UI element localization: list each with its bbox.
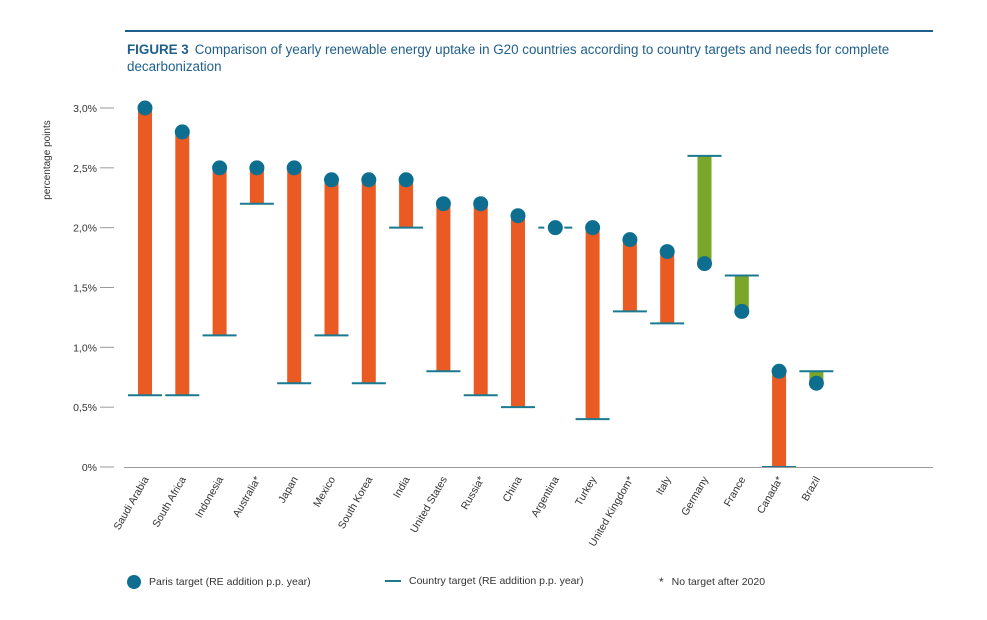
x-tick-label: India — [391, 474, 413, 500]
legend-item-note: * No target after 2020 — [659, 575, 765, 589]
x-tick-label: South Africa — [150, 474, 189, 529]
paris-target-dot — [547, 220, 563, 236]
paris-target-dot — [435, 196, 451, 212]
paris-target-dot — [398, 172, 414, 188]
y-axis-label: percentage points — [42, 120, 53, 200]
x-tick-label: Germany — [679, 474, 711, 518]
x-tick-label: Brazil — [799, 475, 823, 504]
y-axis: 0% 0,5% 1,0% 1,5% 2,0% 2,5% 3,0% — [73, 103, 114, 474]
paris-target-dot — [659, 244, 675, 260]
gap-bar — [772, 371, 787, 467]
plot-area — [128, 100, 834, 468]
x-tick-label: Mexico — [311, 474, 338, 509]
gap-bar — [436, 203, 451, 372]
gap-bar — [324, 179, 339, 336]
gap-bar — [734, 275, 749, 312]
paris-target-dot — [510, 208, 526, 224]
x-tick-label: United States — [408, 475, 450, 536]
y-tick-label: 0% — [82, 462, 97, 474]
y-tick-label: 1,5% — [73, 283, 97, 295]
paris-target-dot — [808, 375, 824, 391]
x-tick-label: Turkey — [573, 474, 600, 508]
x-tick-label: France — [722, 474, 749, 508]
x-tick-label: Japan — [276, 474, 301, 505]
x-tick-label: Australia* — [231, 475, 264, 520]
paris-target-dot — [697, 256, 712, 272]
paris-target-dot — [249, 160, 265, 176]
gap-bar — [473, 203, 488, 396]
country-line-icon — [385, 580, 401, 582]
paris-target-dot — [585, 220, 601, 236]
y-tick-label: 1,0% — [73, 342, 97, 354]
paris-target-dot — [734, 303, 750, 319]
title-rule — [125, 30, 933, 32]
gap-bar — [511, 215, 525, 408]
figure-title-text: Comparison of yearly renewable energy up… — [127, 42, 890, 74]
paris-target-dot — [212, 160, 228, 176]
gap-bar — [361, 179, 376, 384]
asterisk-icon: * — [659, 575, 664, 589]
x-tick-label: Russia* — [459, 475, 487, 512]
paris-target-dot — [771, 363, 787, 379]
y-tick-label: 2,5% — [73, 163, 97, 175]
gap-bar — [138, 108, 152, 396]
x-tick-label: Canada* — [755, 475, 786, 516]
x-tick-label: South Korea — [336, 474, 376, 531]
y-tick-label: 0,5% — [73, 402, 97, 414]
y-tick-label: 3,0% — [73, 103, 97, 115]
x-tick-label: Saudi Arabia — [111, 474, 151, 532]
legend-country-label: Country target (RE addition p.p. year) — [409, 575, 584, 587]
paris-target-dot — [324, 172, 339, 188]
legend-item-paris: Paris target (RE addition p.p. year) — [127, 575, 311, 589]
paris-target-dot — [286, 160, 302, 176]
gap-bar — [622, 239, 637, 312]
paris-target-dot — [174, 124, 190, 140]
figure-label: FIGURE 3 — [127, 42, 189, 57]
legend-item-country: Country target (RE addition p.p. year) — [385, 575, 584, 587]
figure-title: FIGURE 3 Comparison of yearly renewable e… — [127, 41, 907, 75]
paris-target-dot — [361, 172, 377, 188]
y-tick-label: 2,0% — [73, 223, 97, 235]
legend-note-label: No target after 2020 — [671, 576, 766, 588]
gap-bar — [585, 227, 600, 420]
gap-bar — [660, 251, 675, 324]
x-tick-label: Italy — [654, 474, 674, 497]
paris-target-dot — [473, 196, 489, 212]
gap-bar — [697, 155, 712, 264]
x-tick-label: Indonesia — [193, 474, 226, 520]
paris-target-dot — [137, 100, 153, 116]
x-tick-label: Argentina — [529, 474, 562, 519]
gap-bar — [212, 167, 227, 336]
gap-bar — [175, 131, 190, 396]
legend-paris-label: Paris target (RE addition p.p. year) — [149, 576, 311, 588]
paris-dot-icon — [127, 575, 141, 589]
x-tick-label: China — [500, 474, 524, 504]
range-bar-chart: percentage points 0% 0,5% 1,0% 1,5% 2,0% 2,5%… — [42, 100, 933, 549]
gap-bar — [399, 179, 414, 228]
gap-bar — [249, 167, 264, 204]
gap-bar — [287, 167, 302, 384]
paris-target-dot — [622, 232, 638, 248]
